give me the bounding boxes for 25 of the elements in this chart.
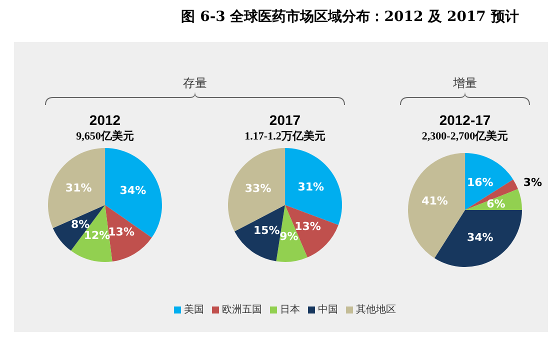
- legend-label: 其他地区: [356, 304, 396, 316]
- data-label: 31%: [65, 181, 92, 194]
- data-label: 15%: [253, 224, 280, 238]
- caption: 图 6-3 全球医药市场区域分布：2012 及 2017 预计: [180, 8, 520, 26]
- legend-label: 日本: [280, 304, 300, 316]
- data-label: 8%: [71, 218, 90, 232]
- legend-label: 美国: [184, 304, 204, 316]
- chart-subtitle: 1.17-1.2万亿美元: [244, 130, 326, 142]
- chart-subtitle: 2,300-2,700亿美元: [422, 130, 508, 142]
- legend-label: 欧洲五国: [222, 304, 262, 316]
- data-label: 41%: [422, 194, 448, 208]
- data-label: 6%: [486, 198, 506, 211]
- data-label: 3%: [523, 176, 542, 189]
- data-label: 16%: [467, 176, 494, 189]
- data-label: 31%: [298, 180, 324, 194]
- text: 存量: [182, 75, 208, 92]
- chart-title: 2017: [269, 112, 301, 128]
- chart-subtitle: 9,650亿美元: [76, 130, 134, 142]
- chart-title: 2012-17: [439, 112, 491, 128]
- text: 增量: [452, 75, 478, 92]
- chart-title: 2012: [89, 112, 121, 128]
- data-label: 33%: [244, 182, 272, 196]
- legend-label: 中国: [318, 304, 338, 316]
- data-label: 34%: [467, 231, 494, 244]
- data-label: 34%: [120, 184, 146, 197]
